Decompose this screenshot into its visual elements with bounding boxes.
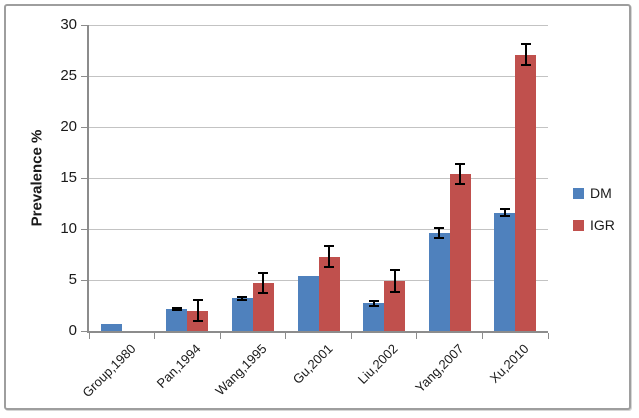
- error-bar-cap-top: [368, 300, 379, 303]
- error-bar-cap-top: [258, 271, 269, 274]
- x-tick-mark: [547, 333, 549, 339]
- error-bar-cap-bottom: [258, 292, 269, 295]
- x-tick-mark: [481, 333, 483, 339]
- error-bar-cap-bottom: [368, 304, 379, 307]
- y-tick-label: 5: [68, 271, 77, 288]
- error-bar-line: [524, 43, 527, 66]
- gridline: [89, 75, 548, 77]
- plot-area: 0 5 10 15 20 25 30 Group,1980 Pan,1994 Wang,1995 G…: [60, 16, 549, 400]
- bar-igr: [318, 256, 340, 331]
- error-bar-line: [328, 246, 330, 267]
- y-tick-mark: [81, 177, 87, 179]
- error-bar-cap-top: [389, 268, 400, 271]
- bar-igr: [384, 281, 406, 331]
- error-bar-cap-bottom: [499, 215, 510, 218]
- y-tick-label: 0: [68, 322, 77, 339]
- error-bar-line: [262, 272, 265, 294]
- x-tick-mark: [285, 333, 287, 339]
- error-bar-cap-bottom: [324, 265, 334, 268]
- error-bar-cap-bottom: [434, 237, 445, 240]
- legend-label-igr: IGR: [590, 217, 615, 233]
- y-tick-mark: [81, 279, 87, 281]
- error-bar-line: [241, 296, 244, 300]
- error-bar-line: [503, 209, 506, 217]
- y-tick-label: 20: [60, 118, 77, 135]
- y-axis-line: [87, 25, 89, 333]
- error-bar-cap-top: [434, 226, 445, 229]
- bar-dm: [297, 275, 319, 331]
- legend: DM IGR: [573, 185, 615, 251]
- error-bar-line: [196, 300, 199, 321]
- x-tick-mark: [416, 333, 418, 339]
- error-bar-cap-bottom: [520, 64, 531, 67]
- bar-dm: [494, 212, 516, 331]
- bar-igr: [515, 54, 537, 331]
- y-tick-label: 30: [60, 16, 77, 33]
- y-tick-mark: [81, 330, 87, 332]
- igr-color-swatch: [573, 219, 584, 231]
- x-tick-mark: [350, 333, 352, 339]
- bar-dm: [363, 303, 385, 331]
- y-tick-mark: [81, 126, 87, 128]
- bar-dm: [100, 323, 122, 331]
- gridline: [89, 228, 548, 230]
- error-bar-cap-top: [324, 245, 334, 248]
- legend-item-igr: IGR: [573, 217, 615, 233]
- chart-frame: Prevalence % 0 5 10 15 20 25 30 Group,1980 Pan,1…: [4, 4, 631, 410]
- error-bar-line: [175, 307, 178, 310]
- error-bar-cap-top: [171, 306, 182, 309]
- y-tick-label: 15: [60, 169, 77, 186]
- y-tick-label: 25: [60, 67, 77, 84]
- x-axis-line: [87, 331, 548, 333]
- error-bar-cap-top: [499, 208, 510, 211]
- x-tick-mark: [88, 333, 90, 339]
- error-bar-line: [459, 163, 462, 185]
- legend-item-dm: DM: [573, 185, 615, 201]
- y-tick-label: 10: [60, 220, 77, 237]
- x-tick-mark: [154, 333, 156, 339]
- bar-igr: [252, 283, 274, 331]
- bar-dm: [231, 298, 253, 331]
- error-bar-cap-top: [520, 42, 531, 45]
- bar-igr: [449, 173, 471, 331]
- error-bar-cap-bottom: [192, 319, 203, 322]
- error-bar-cap-top: [192, 299, 203, 302]
- x-tick-mark: [219, 333, 221, 339]
- error-bar-cap-bottom: [171, 308, 182, 311]
- error-bar-cap-bottom: [455, 183, 466, 186]
- legend-label-dm: DM: [590, 185, 612, 201]
- x-category-label: Group,1980: [79, 341, 139, 401]
- error-bar-cap-top: [455, 162, 466, 165]
- error-bar-line: [393, 269, 396, 293]
- dm-color-swatch: [573, 187, 584, 199]
- y-tick-mark: [81, 75, 87, 77]
- gridline: [89, 24, 548, 26]
- y-tick-mark: [81, 24, 87, 26]
- error-bar-cap-top: [237, 295, 248, 298]
- error-bar-line: [438, 227, 441, 239]
- error-bar-cap-bottom: [237, 298, 248, 301]
- y-tick-mark: [81, 228, 87, 230]
- error-bar-line: [372, 301, 375, 306]
- gridline: [89, 177, 548, 179]
- error-bar-cap-bottom: [389, 291, 400, 294]
- bar-dm: [428, 233, 450, 331]
- gridline: [89, 126, 548, 128]
- bar-dm: [166, 308, 188, 331]
